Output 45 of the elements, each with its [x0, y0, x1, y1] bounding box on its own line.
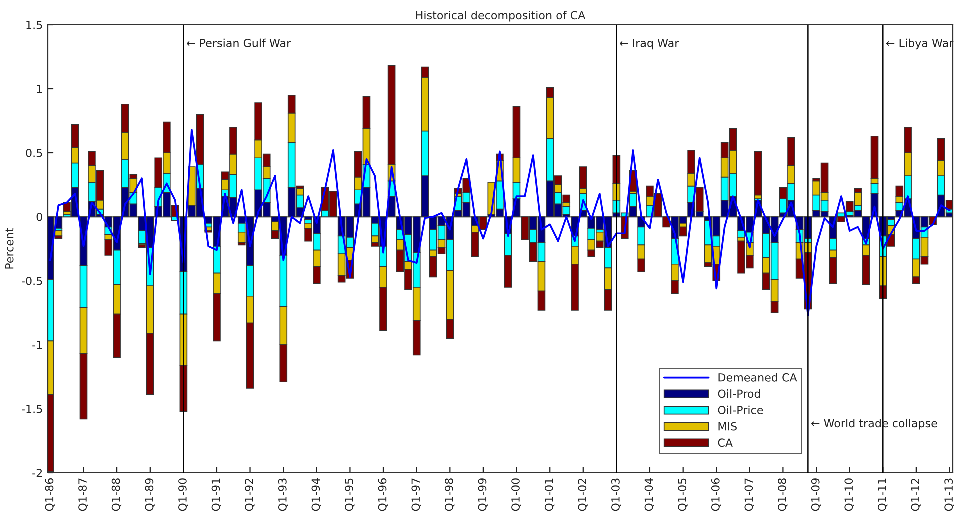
x-tick-label: Q1-86 — [45, 478, 55, 512]
y-tick-label: -1 — [32, 341, 42, 350]
legend-label: Oil-Prod — [718, 390, 760, 398]
annotation: ← Iraq War — [620, 39, 680, 50]
x-tick-label: Q1-02 — [578, 478, 588, 512]
annotation: ← Persian Gulf War — [187, 38, 292, 48]
x-tick-label: Q1-09 — [811, 478, 822, 512]
chart-title: Historical decomposition of CA — [416, 11, 586, 22]
x-tick-label: Q1-12 — [911, 478, 921, 512]
y-tick-label: 0 — [36, 212, 42, 222]
x-tick-label: Q1-03 — [612, 478, 622, 512]
x-tick-label: Q1-10 — [844, 478, 854, 512]
x-tick-label: Q1-90 — [178, 478, 188, 512]
x-tick-label: Q1-06 — [711, 478, 722, 512]
y-axis-title: Percent — [5, 228, 14, 269]
y-tick-label: -0.5 — [22, 276, 42, 286]
x-tick-label: Q1-88 — [112, 478, 122, 512]
x-tick-label: Q1-07 — [744, 478, 754, 512]
legend-label: Oil-Price — [718, 406, 764, 414]
x-tick-label: Q1-92 — [245, 478, 255, 512]
x-tick-label: Q1-95 — [345, 478, 355, 512]
x-tick-label: Q1-00 — [512, 478, 522, 512]
legend-label: CA — [718, 438, 733, 448]
x-tick-label: Q1-13 — [944, 478, 954, 512]
x-tick-label: Q1-01 — [544, 478, 555, 512]
legend-label: MIS — [718, 422, 737, 431]
x-tick-label: Q1-08 — [778, 478, 788, 512]
x-tick-label: Q1-94 — [312, 478, 322, 512]
y-tick-label: -1.5 — [22, 405, 42, 414]
x-tick-label: Q1-91 — [212, 478, 222, 512]
y-tick-label: 0.5 — [26, 148, 42, 158]
legend-label: Demeaned CA — [718, 373, 798, 382]
x-tick-label: Q1-87 — [78, 478, 88, 512]
x-tick-label: Q1-04 — [644, 478, 654, 512]
y-tick-label: -2 — [32, 468, 42, 478]
x-tick-label: Q1-96 — [378, 478, 388, 512]
x-tick-label: Q1-98 — [444, 478, 455, 512]
x-tick-label: Q1-93 — [278, 478, 288, 512]
x-tick-label: Q1-97 — [412, 478, 422, 512]
x-tick-label: Q1-99 — [478, 478, 488, 512]
y-tick-label: 1.5 — [26, 21, 42, 30]
x-tick-label: Q1-11 — [878, 478, 888, 512]
y-tick-label: 1 — [37, 85, 42, 94]
x-tick-label: Q1-89 — [145, 478, 155, 512]
x-tick-label: Q1-05 — [678, 478, 688, 512]
